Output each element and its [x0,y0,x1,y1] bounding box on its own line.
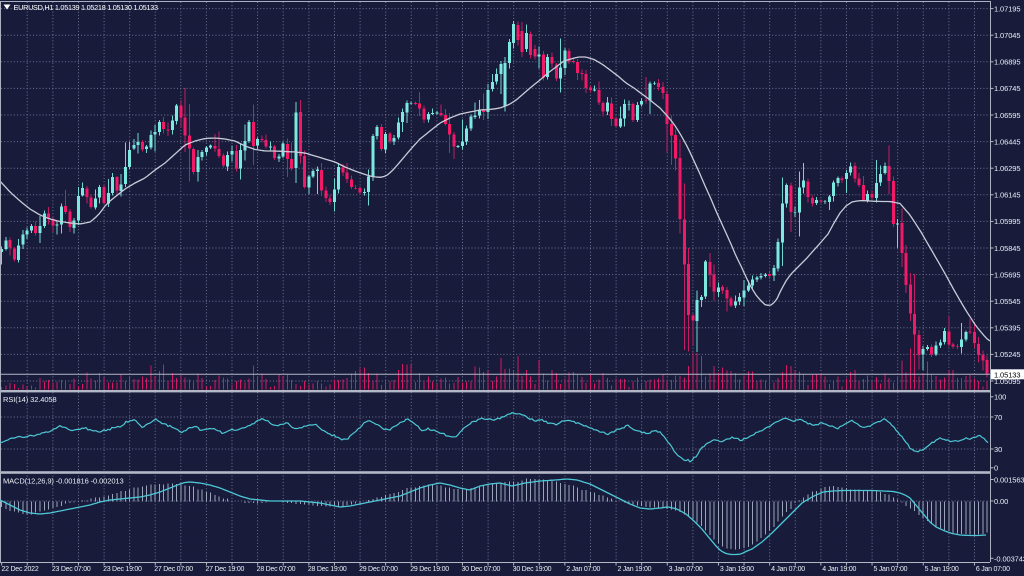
svg-text:2 Jan 19:00: 2 Jan 19:00 [617,566,651,573]
svg-text:RSI(14) 32.4058: RSI(14) 32.4058 [3,395,57,404]
svg-text:4 Jan 19:00: 4 Jan 19:00 [822,566,856,573]
svg-text:100: 100 [994,393,1006,402]
svg-text:29 Dec 19:00: 29 Dec 19:00 [410,566,449,573]
svg-text:27 Dec 07:00: 27 Dec 07:00 [154,566,193,573]
svg-text:1.06295: 1.06295 [994,164,1020,173]
svg-text:23 Dec 19:00: 23 Dec 19:00 [103,566,142,573]
svg-text:23 Dec 07:00: 23 Dec 07:00 [52,566,91,573]
svg-text:3 Jan 19:00: 3 Jan 19:00 [720,566,754,573]
svg-text:1.06895: 1.06895 [994,58,1020,67]
svg-text:1.05995: 1.05995 [994,217,1020,226]
svg-text:5 Jan 19:00: 5 Jan 19:00 [925,566,959,573]
svg-text:6 Jan 07:00: 6 Jan 07:00 [976,566,1010,573]
svg-text:1.05245: 1.05245 [994,350,1020,359]
svg-text:1.06145: 1.06145 [994,191,1020,200]
svg-text:30 Dec 07:00: 30 Dec 07:00 [461,566,500,573]
svg-text:1.07195: 1.07195 [994,4,1020,13]
svg-text:0.001563: 0.001563 [994,475,1024,484]
svg-text:70: 70 [994,413,1002,422]
svg-text:4 Jan 07:00: 4 Jan 07:00 [771,566,805,573]
svg-text:0: 0 [994,464,998,473]
svg-text:28 Dec 19:00: 28 Dec 19:00 [308,566,347,573]
svg-text:5 Jan 07:00: 5 Jan 07:00 [873,566,907,573]
svg-text:2 Jan 07:00: 2 Jan 07:00 [566,566,600,573]
svg-text:27 Dec 19:00: 27 Dec 19:00 [205,566,244,573]
svg-text:1.06595: 1.06595 [994,111,1020,120]
svg-text:1.05133: 1.05133 [994,370,1020,379]
svg-text:EURUSD,H1 1.05139 1.05218 1.0: EURUSD,H1 1.05139 1.05218 1.05130 1.0513… [14,3,159,12]
svg-text:1.05545: 1.05545 [994,297,1020,306]
svg-text:1.07045: 1.07045 [994,31,1020,40]
svg-text:30 Dec 19:00: 30 Dec 19:00 [513,566,552,573]
svg-text:22 Dec 2022: 22 Dec 2022 [2,566,39,573]
svg-text:-0.003743: -0.003743 [994,554,1024,563]
svg-text:0.00: 0.00 [994,497,1008,506]
svg-text:29 Dec 07:00: 29 Dec 07:00 [359,566,398,573]
svg-text:1.05695: 1.05695 [994,270,1020,279]
svg-text:30: 30 [994,445,1002,454]
svg-text:1.05095: 1.05095 [994,377,1020,386]
svg-text:1.06445: 1.06445 [994,137,1020,146]
svg-text:1.05845: 1.05845 [994,244,1020,253]
svg-text:1.06745: 1.06745 [994,84,1020,93]
svg-text:1.05395: 1.05395 [994,324,1020,333]
svg-text:28 Dec 07:00: 28 Dec 07:00 [257,566,296,573]
svg-text:3 Jan 07:00: 3 Jan 07:00 [669,566,703,573]
svg-text:MACD(12,26,9) -0.001816 -0.002: MACD(12,26,9) -0.001816 -0.002013 [3,477,124,486]
